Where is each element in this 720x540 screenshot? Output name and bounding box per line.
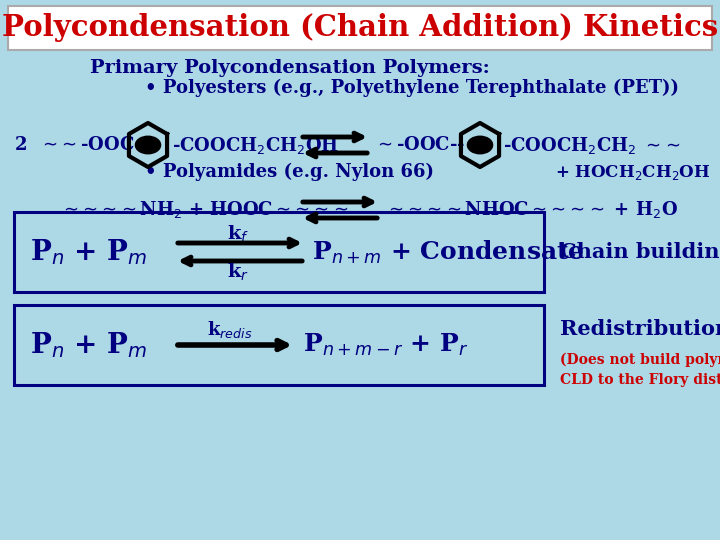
Text: Polycondensation (Chain Addition) Kinetics: Polycondensation (Chain Addition) Kineti… [2, 14, 718, 43]
Text: -COOCH$_2$CH$_2$ $\sim\!\sim$: -COOCH$_2$CH$_2$ $\sim\!\sim$ [503, 134, 680, 156]
Ellipse shape [137, 137, 160, 153]
Text: Chain building: Chain building [560, 242, 720, 262]
Text: k$_{redis}$: k$_{redis}$ [207, 319, 253, 340]
Text: • Polyamides (e.g. Nylon 66): • Polyamides (e.g. Nylon 66) [145, 163, 434, 181]
Text: $\sim\!\sim\!\sim\!\sim$NHOC$\sim\!\sim\!\sim\!\sim$ + H$_2$O: $\sim\!\sim\!\sim\!\sim$NHOC$\sim\!\sim\… [385, 199, 678, 220]
Text: $\sim\!\sim\!\sim\!\sim$NH$_2$ + HOOC$\sim\!\sim\!\sim\!\sim$: $\sim\!\sim\!\sim\!\sim$NH$_2$ + HOOC$\s… [60, 199, 348, 220]
Text: P$_n$ + P$_m$: P$_n$ + P$_m$ [30, 237, 148, 267]
Bar [14, 305, 544, 385]
Text: (Does not build polymer but returns
CLD to the Flory distribution): (Does not build polymer but returns CLD … [560, 353, 720, 388]
Text: P$_{n+m-r}$ + P$_r$: P$_{n+m-r}$ + P$_r$ [303, 332, 469, 358]
Text: k$_r$: k$_r$ [227, 261, 249, 282]
Text: Primary Polycondensation Polymers:: Primary Polycondensation Polymers: [90, 59, 490, 77]
Text: k$_f$: k$_f$ [227, 224, 249, 245]
Text: P$_n$ + P$_m$: P$_n$ + P$_m$ [30, 330, 148, 360]
Text: P$_{n+m}$ + Condensate: P$_{n+m}$ + Condensate [312, 238, 585, 266]
Text: • Polyesters (e.g., Polyethylene Terephthalate (PET)): • Polyesters (e.g., Polyethylene Terepht… [145, 79, 679, 97]
Bar [8, 6, 712, 50]
Text: 2  $\sim\!\sim$-OOC--: 2 $\sim\!\sim$-OOC-- [14, 136, 150, 154]
Ellipse shape [469, 137, 492, 153]
Text: $\sim$-OOC--: $\sim$-OOC-- [374, 136, 465, 154]
Text: + HOCH$_2$CH$_2$OH: + HOCH$_2$CH$_2$OH [555, 163, 711, 181]
Text: -COOCH$_2$CH$_2$OH: -COOCH$_2$CH$_2$OH [172, 134, 339, 156]
Text: Redistribution: Redistribution [560, 319, 720, 339]
Bar [14, 212, 544, 292]
